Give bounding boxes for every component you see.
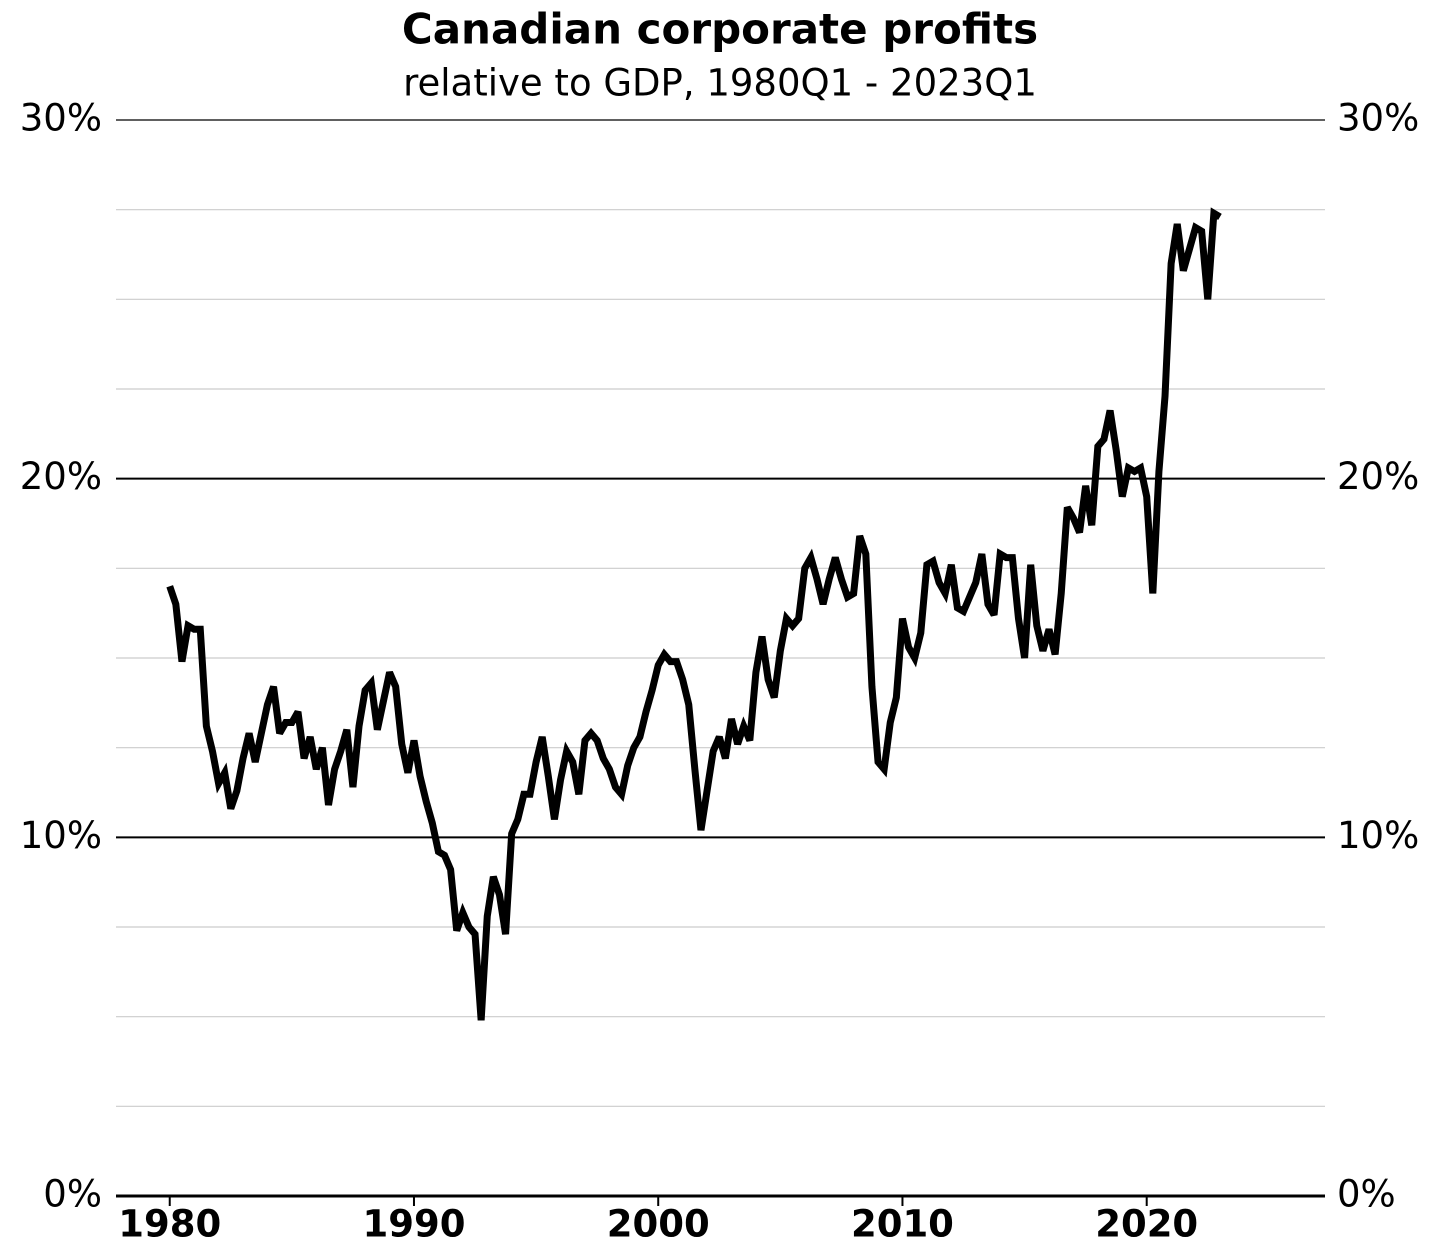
x-tick-label: 2000 [607,1203,710,1246]
x-tick-label: 1990 [362,1203,465,1246]
y-tick-label: 0% [43,1173,102,1216]
y-tick-label: 30% [20,97,102,140]
y-tick-label: 20% [20,455,102,498]
y-tick-label: 10% [20,814,102,857]
data-line [166,207,1222,1021]
y2-tick-label: 20% [1337,455,1419,498]
chart-title: Canadian corporate profits [402,5,1038,54]
x-tick-label: 1980 [118,1203,221,1246]
chart-subtitle: relative to GDP, 1980Q1 - 2023Q1 [403,62,1037,105]
y2-tick-label: 0% [1337,1173,1396,1216]
y2-tick-label: 10% [1337,814,1419,857]
x-tick-label: 2010 [851,1203,954,1246]
y2-tick-label: 30% [1337,97,1419,140]
x-tick-label: 2020 [1095,1203,1198,1246]
